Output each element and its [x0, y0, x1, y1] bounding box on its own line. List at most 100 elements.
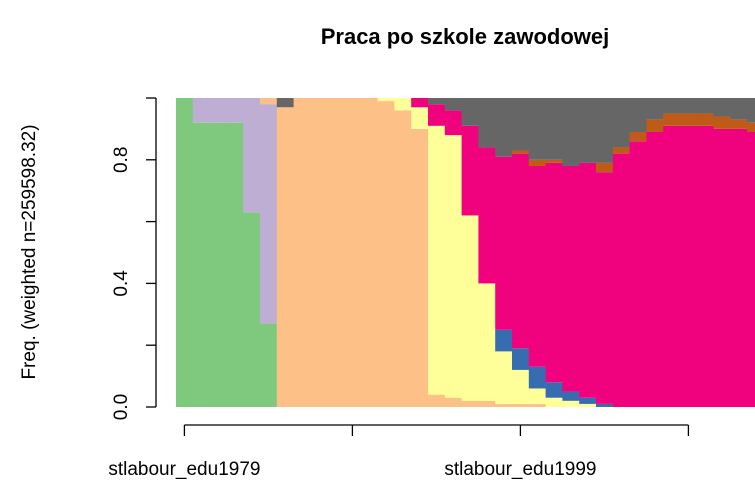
x-tick-label: stlabour_edu1999 — [444, 459, 596, 480]
bar-segment — [209, 98, 227, 123]
bar-segment — [612, 98, 630, 148]
bar-segment — [310, 98, 328, 407]
bar-segment — [680, 113, 698, 126]
bar-segment — [579, 162, 597, 398]
bar-segment — [411, 98, 429, 108]
bar-segment — [646, 131, 664, 408]
x-tick-label: stlabour_edu1979 — [108, 459, 260, 480]
bar-segment — [562, 400, 580, 407]
bar-segment — [596, 98, 614, 163]
bar-segment — [461, 98, 479, 126]
bar-segment — [562, 391, 580, 401]
bar-segment — [260, 98, 278, 105]
bar-segment — [528, 159, 546, 166]
bar-segment — [596, 172, 614, 404]
bar-segment — [209, 122, 227, 407]
bar-segment — [663, 98, 681, 114]
bar-segment — [562, 98, 580, 166]
bar-segment — [260, 323, 278, 407]
bar-segment — [545, 382, 563, 398]
bar-segment — [495, 156, 513, 330]
bar-segment — [629, 141, 647, 407]
bar-segment — [377, 101, 395, 407]
bar-segment — [411, 128, 429, 407]
bar-segment — [411, 107, 429, 129]
bar-segment — [444, 397, 462, 407]
bar-segment — [428, 125, 446, 395]
bar-segment — [512, 369, 530, 404]
bar-segment — [243, 98, 261, 213]
bar-segment — [293, 98, 311, 407]
bar-segment — [461, 125, 479, 216]
y-axis-title: Freq. (weighted n=259598.32) — [19, 124, 40, 379]
bar-segment — [344, 98, 362, 407]
bar-segment — [696, 113, 714, 126]
bar-segment — [612, 153, 630, 407]
bar-segment — [528, 366, 546, 389]
bar-segment — [528, 165, 546, 367]
bar-segment — [646, 98, 664, 120]
y-tick-label: 0.4 — [111, 270, 132, 297]
bar-segment — [747, 122, 755, 132]
bar-segment — [730, 119, 748, 129]
bar-segment — [545, 162, 563, 383]
bar-segment — [512, 150, 530, 154]
bar-segment — [428, 104, 446, 126]
bar-segment — [461, 215, 479, 401]
bar-segment — [545, 397, 563, 407]
bar-segment — [394, 98, 412, 111]
bar-segment — [512, 348, 530, 370]
bar-segment — [528, 98, 546, 160]
bar-segment — [478, 147, 496, 284]
bar-segment — [579, 397, 597, 404]
bar-segment — [360, 98, 378, 407]
bar-segment — [663, 113, 681, 126]
bar-segment — [562, 165, 580, 392]
bar-segment — [377, 98, 395, 102]
bar-segment — [478, 98, 496, 148]
bar-segment — [461, 400, 479, 407]
bar-segment — [276, 107, 294, 408]
bar-segment — [612, 147, 630, 154]
bar-segment — [327, 98, 345, 407]
bar-segment — [646, 119, 664, 132]
bar-segment — [444, 110, 462, 136]
bar-segment — [495, 403, 513, 407]
bar-segment — [444, 135, 462, 398]
bar-segment — [713, 116, 731, 129]
bar-segment — [478, 283, 496, 401]
bar-segment — [428, 394, 446, 407]
bar-segment — [260, 104, 278, 324]
bar-segment — [512, 98, 530, 151]
bar-segment — [663, 125, 681, 407]
bar-segment — [680, 98, 698, 114]
bar-segment — [747, 98, 755, 123]
bar-segment — [394, 110, 412, 408]
bar-segment — [579, 403, 597, 407]
bar-segment — [545, 98, 563, 160]
bar-segment — [730, 128, 748, 407]
bar-segment — [629, 131, 647, 142]
bar-segment — [495, 329, 513, 352]
bar-segment — [629, 98, 647, 132]
bar-segment — [495, 98, 513, 157]
bar-segment — [192, 98, 210, 123]
bar-segment — [444, 98, 462, 111]
bar-segment — [696, 125, 714, 407]
bar-segment — [730, 98, 748, 120]
bar-segment — [596, 403, 614, 407]
bar-segment — [428, 98, 446, 105]
bar-segment — [528, 388, 546, 404]
bar-segment — [495, 351, 513, 404]
y-tick-label: 0.0 — [111, 394, 132, 420]
bar-segment — [512, 403, 530, 407]
bar-segment — [528, 403, 546, 407]
bar-segment — [545, 159, 563, 163]
bar-segment — [596, 162, 614, 173]
y-tick-label: 0.8 — [111, 147, 132, 173]
bar-segment — [192, 122, 210, 407]
bar-segment — [696, 98, 714, 114]
bar-segment — [226, 98, 244, 123]
bar-segment — [176, 98, 194, 407]
